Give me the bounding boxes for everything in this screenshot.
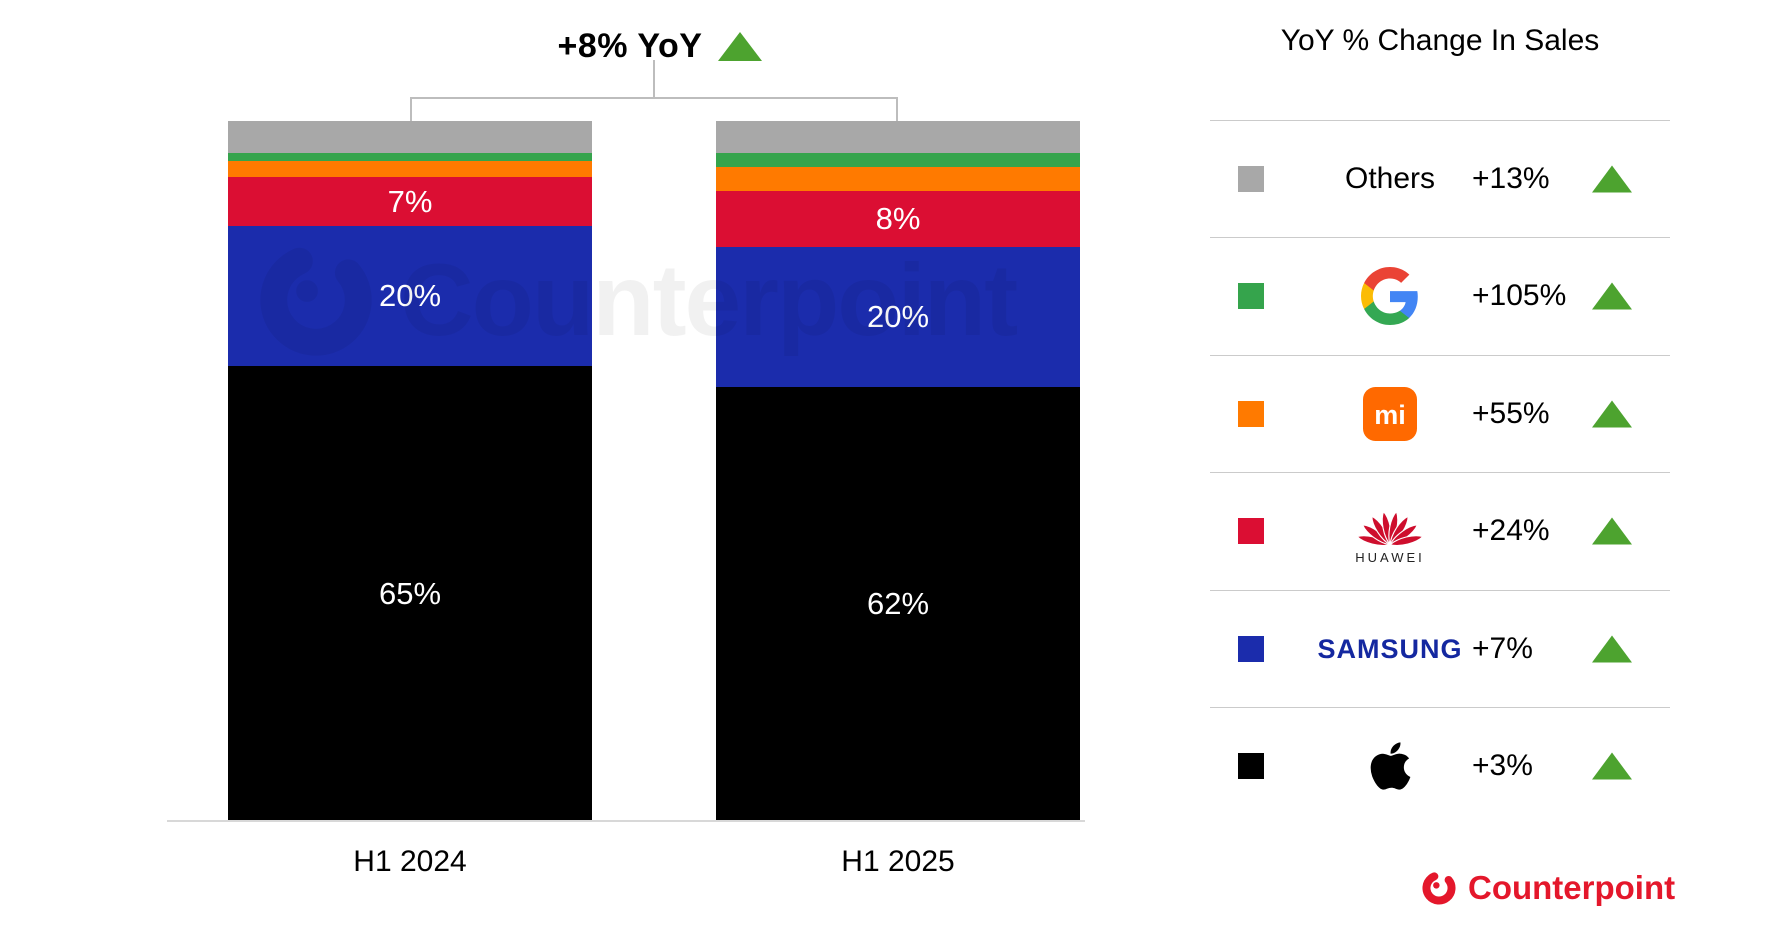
svg-text:mi: mi: [1374, 400, 1406, 430]
bar-segment-value-label: 20%: [866, 299, 930, 335]
legend-title: YoY % Change In Sales: [1280, 24, 1600, 57]
google-change-value: +105%: [1472, 279, 1567, 312]
x-axis-label-h1-2024: H1 2024: [353, 845, 467, 878]
huawei-logo-icon: [1356, 509, 1424, 546]
chart-title-group: +8% YoY: [450, 24, 870, 68]
chart-title: +8% YoY: [557, 26, 703, 65]
bar-segment-value-label: 7%: [387, 183, 433, 219]
stacked-bar-h1-2024: 7% 20% 65%: [228, 121, 592, 821]
bar-segment-samsung: 20%: [716, 246, 1080, 387]
bar-segment-xiaomi: [228, 160, 592, 177]
samsung-wordmark: SAMSUNG: [1317, 633, 1463, 664]
apple-color-swatch: [1238, 753, 1264, 779]
bracket-center-stem: [653, 60, 655, 99]
xiaomi-up-triangle-icon: [1592, 400, 1632, 428]
others-color-swatch: [1238, 166, 1264, 192]
bar-segment-apple: 62%: [716, 386, 1080, 821]
bar-segment-value-label: 20%: [378, 278, 442, 314]
bar-segment-value-label: 8%: [875, 201, 921, 237]
bar-segment-google: [716, 152, 1080, 168]
bar-segment-google: [228, 152, 592, 161]
bar-segment-huawei: 8%: [716, 190, 1080, 247]
x-axis-label-h1-2025: H1 2025: [841, 845, 955, 878]
bar-segment-others: [716, 121, 1080, 153]
bar-segment-value-label: 65%: [378, 575, 442, 611]
huawei-wordmark: HUAWEI: [1355, 549, 1425, 565]
samsung-change-value: +7%: [1472, 632, 1533, 665]
legend-row-samsung: SAMSUNG +7%: [1210, 590, 1670, 707]
xiaomi-logo-icon: mi: [1363, 387, 1417, 441]
huawei-color-swatch: [1238, 518, 1264, 544]
counterpoint-brand: Counterpoint: [1420, 866, 1675, 910]
bar-segment-value-label: 62%: [866, 586, 930, 622]
bar-segment-others: [228, 121, 592, 153]
others-up-triangle-icon: [1592, 165, 1632, 193]
counterpoint-brand-text: Counterpoint: [1468, 869, 1676, 906]
huawei-up-triangle-icon: [1592, 517, 1632, 545]
others-change-value: +13%: [1472, 162, 1550, 195]
x-axis-line: [167, 820, 1085, 822]
counterpoint-logo-icon: [1422, 871, 1456, 905]
legend-row-others: Others +13%: [1210, 120, 1670, 237]
apple-up-triangle-icon: [1592, 752, 1632, 780]
legend-row-xiaomi: mi +55%: [1210, 355, 1670, 472]
legend-row-apple: +3%: [1210, 707, 1670, 824]
google-logo-icon: [1361, 267, 1418, 325]
samsung-color-swatch: [1238, 636, 1264, 662]
others-label: Others: [1344, 162, 1436, 195]
bar-segment-huawei: 7%: [228, 176, 592, 226]
bar-segment-apple: 65%: [228, 365, 592, 821]
google-color-swatch: [1238, 283, 1264, 309]
legend-row-google: +105%: [1210, 237, 1670, 354]
legend-row-huawei: HUAWEI +24%: [1210, 472, 1670, 589]
apple-logo-icon: [1370, 742, 1410, 790]
bar-segment-xiaomi: [716, 167, 1080, 191]
samsung-up-triangle-icon: [1592, 635, 1632, 663]
legend-panel: YoY % Change In Sales Others +13% +105%: [1210, 0, 1670, 940]
bar-segment-samsung: 20%: [228, 225, 592, 366]
google-up-triangle-icon: [1592, 282, 1632, 310]
bracket-left-stem: [410, 97, 412, 121]
yoy-up-triangle-icon: [718, 31, 763, 61]
huawei-change-value: +24%: [1472, 514, 1550, 547]
apple-change-value: +3%: [1472, 749, 1533, 782]
xiaomi-change-value: +55%: [1472, 397, 1550, 430]
stacked-bar-h1-2025: 8% 20% 62%: [716, 121, 1080, 821]
xiaomi-color-swatch: [1238, 401, 1264, 427]
bracket-right-stem: [896, 97, 898, 121]
